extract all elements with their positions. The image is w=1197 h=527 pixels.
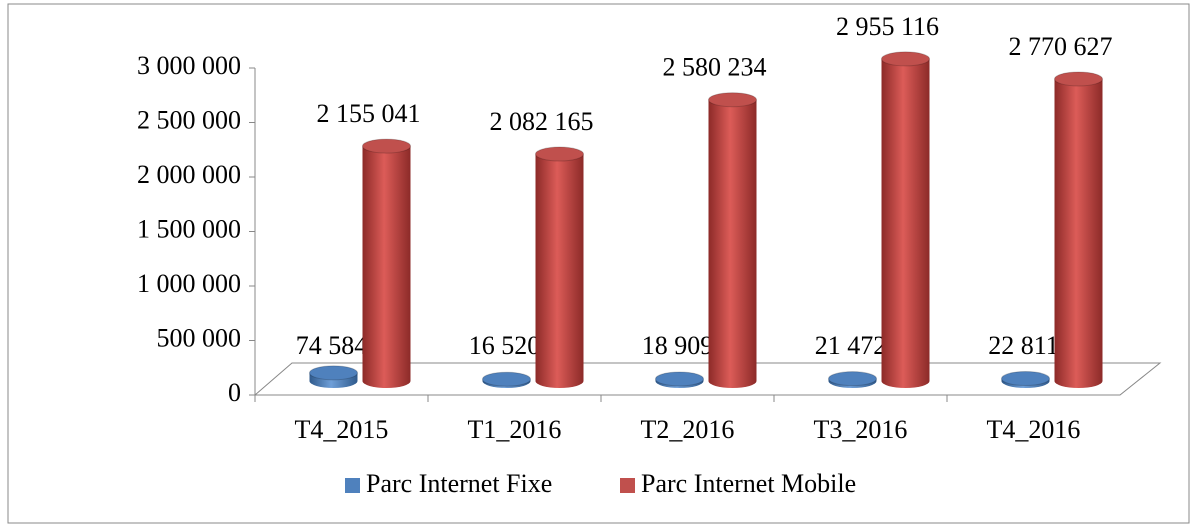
bar-top [708,92,757,108]
legend-swatch [620,478,635,493]
legend-label: Parc Internet Mobile [641,469,856,498]
data-label: 2 580 234 [663,53,767,82]
bar-top [535,146,584,162]
x-tick-label: T4_2016 [987,415,1081,444]
chart-frame [7,3,1190,524]
floor [253,362,1162,396]
bar-top [881,51,930,67]
y-tick-label: 2 500 000 [137,105,241,134]
data-label: 18 909 [642,331,714,360]
data-label: 22 811 [988,331,1059,360]
data-label: 2 082 165 [490,107,594,136]
x-tick-label: T1_2016 [468,415,562,444]
data-label: 2 955 116 [836,12,939,41]
bar-top [1054,71,1103,87]
data-label: 2 155 041 [317,99,421,128]
bar-top [309,365,358,381]
data-label: 16 520 [469,331,541,360]
bar-top [655,371,704,387]
bar-top [828,371,877,387]
bar [362,146,411,381]
y-tick-label: 1 000 000 [137,269,241,298]
y-tick-label: 2 000 000 [137,160,241,189]
legend-label: Parc Internet Fixe [366,469,552,498]
x-tick-label: T3_2016 [814,415,908,444]
data-label: 2 770 627 [1009,32,1113,61]
x-tick-label: T2_2016 [641,415,735,444]
bar-top [482,371,531,387]
data-label: 74 584 [296,331,368,360]
y-tick-label: 500 000 [157,323,242,352]
bar-top [1001,371,1050,387]
bar [881,58,930,381]
y-tick-label: 1 500 000 [137,214,241,243]
bar [535,154,584,381]
bar [1054,79,1103,382]
legend-swatch [345,478,360,493]
y-tick-label: 0 [228,378,241,407]
data-label: 21 472 [815,331,887,360]
y-tick-label: 3 000 000 [137,51,241,80]
bar-top [362,138,411,154]
x-tick-label: T4_2015 [295,415,389,444]
bar [708,99,757,382]
